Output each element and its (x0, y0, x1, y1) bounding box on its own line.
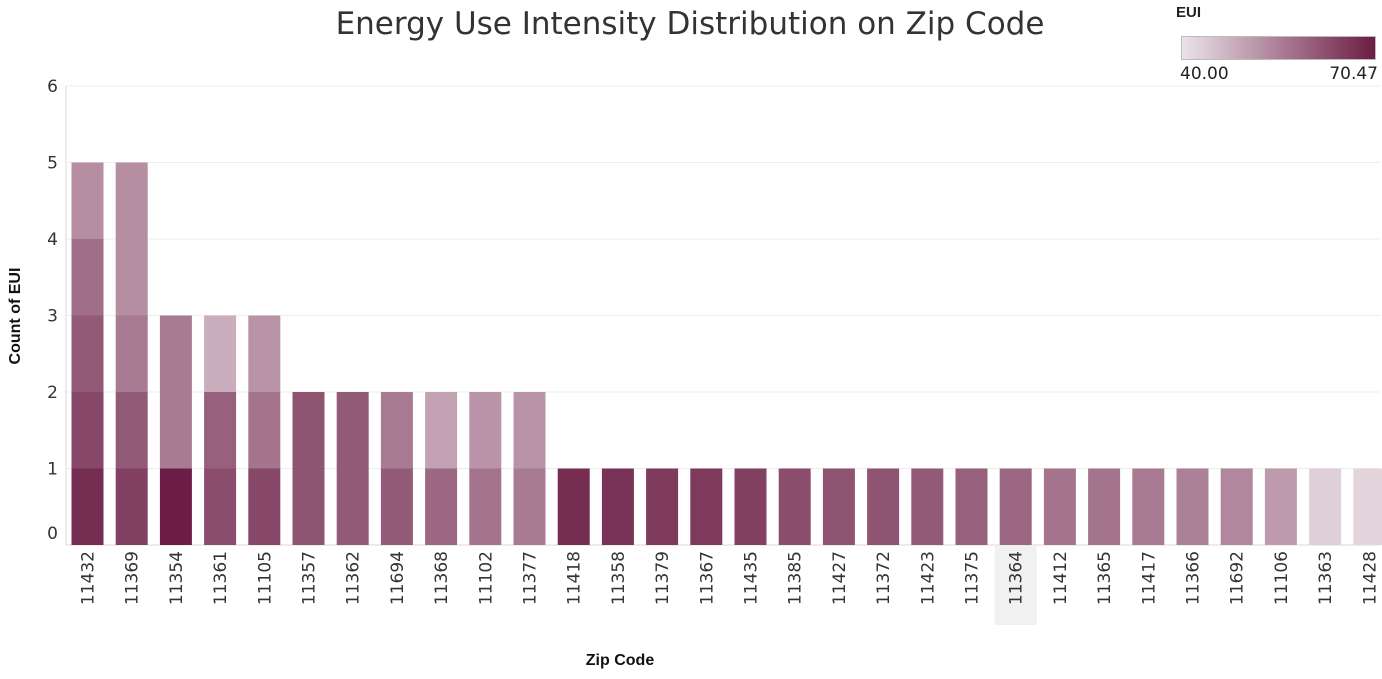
legend-gradient-bar (1181, 36, 1376, 60)
x-tick-label: 11368 (432, 551, 452, 605)
x-tick-label: 11432 (79, 551, 99, 605)
bar-segment (115, 315, 148, 392)
bar-segment (425, 468, 458, 545)
bar-segment (778, 468, 811, 545)
x-tick-label: 11365 (1095, 551, 1115, 605)
y-tick-label: 0 (47, 524, 58, 544)
bar-segment (911, 468, 944, 545)
bar-segment (1043, 468, 1076, 545)
bar-segment (71, 392, 104, 469)
x-tick-label: 11102 (476, 551, 496, 605)
x-tick-label: 11364 (1007, 551, 1027, 605)
bar-segment (292, 392, 325, 469)
bar-segment (1309, 468, 1342, 545)
bar-segment (71, 468, 104, 545)
x-tick-label: 11363 (1316, 551, 1336, 605)
x-tick-label: 11361 (211, 551, 231, 605)
x-tick-label: 11354 (167, 551, 187, 605)
bar-segment (601, 468, 634, 545)
legend-title: EUI (1176, 4, 1202, 21)
highlighted-category-background (994, 546, 1037, 625)
bar-segment (248, 468, 281, 545)
x-tick-label: 11692 (1228, 551, 1248, 605)
bar-segment (955, 468, 988, 545)
x-tick-label: 11105 (255, 551, 275, 605)
bar-segment (115, 468, 148, 545)
bar-segment (867, 468, 900, 545)
x-tick-label: 11694 (388, 551, 408, 605)
x-tick-label: 11385 (786, 551, 806, 605)
x-tick-label: 11428 (1360, 551, 1380, 605)
x-tick-label: 11358 (609, 551, 629, 605)
x-tick-label: 11366 (1184, 551, 1204, 605)
x-axis-title: Zip Code (586, 652, 655, 669)
bar-segment (690, 468, 723, 545)
bar-segment (1132, 468, 1165, 545)
bar-segment (336, 468, 369, 545)
bar-segment (1353, 468, 1382, 545)
legend-max-label: 70.47 (1329, 64, 1378, 84)
bar-segment (204, 468, 237, 545)
y-tick-label: 4 (47, 230, 58, 250)
x-tick-label: 11435 (742, 551, 762, 605)
bar-segment (115, 162, 148, 239)
bar-segment (159, 315, 192, 392)
bar-segment (71, 315, 104, 392)
bar-segment (204, 392, 237, 469)
bar-segment (469, 392, 502, 469)
bar-segment (292, 468, 325, 545)
bar-segment (1220, 468, 1253, 545)
bar-segment (248, 392, 281, 469)
bar-segment (380, 392, 413, 469)
x-tick-label: 11412 (1051, 551, 1071, 605)
bar-segment (71, 239, 104, 316)
bar-segment (380, 468, 413, 545)
bar-segment (425, 392, 458, 469)
bar-segment (1264, 468, 1297, 545)
bar-segment (822, 468, 855, 545)
bar-segment (204, 315, 237, 392)
chart-title: Energy Use Intensity Distribution on Zip… (335, 6, 1045, 42)
x-tick-label: 11427 (830, 551, 850, 605)
x-tick-label: 11369 (123, 551, 143, 605)
bar-segment (248, 315, 281, 392)
y-axis-title: Count of EUI (7, 268, 24, 365)
legend-min-label: 40.00 (1180, 64, 1229, 84)
bar-segment (513, 392, 546, 469)
bar-segment (999, 468, 1032, 545)
x-tick-label: 11106 (1272, 551, 1292, 605)
bar-segment (1088, 468, 1121, 545)
x-tick-label: 11375 (963, 551, 983, 605)
bar-segment (734, 468, 767, 545)
bar-segment (71, 162, 104, 239)
x-tick-label: 11377 (521, 551, 541, 605)
y-tick-label: 3 (47, 307, 58, 327)
x-tick-label: 11423 (918, 551, 938, 605)
bar-segment (1176, 468, 1209, 545)
x-tick-label: 11417 (1139, 551, 1159, 605)
color-legend: EUI 40.00 70.47 (1176, 4, 1381, 86)
bar-segment (159, 392, 192, 469)
y-tick-label: 2 (47, 383, 58, 403)
x-tick-label: 11418 (565, 551, 585, 605)
y-tick-label: 6 (47, 77, 58, 97)
x-tick-label: 11379 (653, 551, 673, 605)
x-tick-label: 11362 (344, 551, 364, 605)
x-tick-label: 11372 (874, 551, 894, 605)
x-tick-label: 11367 (697, 551, 717, 605)
bar-segment (646, 468, 679, 545)
x-tick-label: 11357 (300, 551, 320, 605)
bar-segment (115, 392, 148, 469)
y-tick-label: 1 (47, 460, 58, 480)
bar-segment (469, 468, 502, 545)
y-tick-label: 5 (47, 154, 58, 174)
bar-segment (115, 239, 148, 316)
bar-segment (336, 392, 369, 469)
bar-segment (159, 468, 192, 545)
bar-segment (513, 468, 546, 545)
bar-segment (557, 468, 590, 545)
